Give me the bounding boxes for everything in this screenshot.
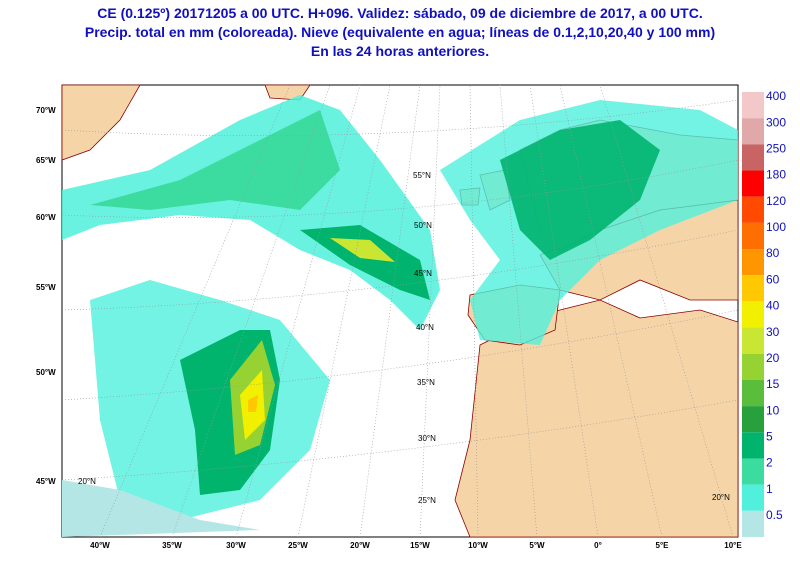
colorbar-label: 15: [766, 377, 780, 391]
colorbar-label: 120: [766, 194, 786, 208]
longitude-label: 10°W: [468, 541, 488, 550]
colorbar-swatch: [742, 222, 764, 250]
left-label: 65°W: [36, 156, 56, 165]
colorbar: 400 300 250 180 120 100 80 60 40 30 20 15 10 5 2 1 0.5: [742, 89, 786, 537]
longitude-label: 10°E: [724, 541, 742, 550]
precipitation: [62, 95, 738, 537]
title-line: Precip. total en mm (coloreada). Nieve (…: [84, 24, 716, 40]
colorbar-label: 30: [766, 325, 780, 339]
title-line: CE (0.125º) 20171205 a 00 UTC. H+096. Va…: [97, 5, 703, 21]
latitude-label: 45°N: [414, 269, 432, 278]
colorbar-label: 180: [766, 168, 786, 182]
longitude-label: 0°: [594, 541, 602, 550]
colorbar-swatch: [742, 406, 764, 433]
longitude-label: 15°W: [410, 541, 430, 550]
colorbar-swatch: [742, 196, 764, 223]
latitude-label: 40°N: [416, 323, 434, 332]
left-label: 45°W: [36, 477, 56, 486]
longitude-label: 25°W: [288, 541, 308, 550]
title-line: En las 24 horas anteriores.: [310, 43, 490, 59]
colorbar-swatch: [742, 379, 764, 407]
colorbar-swatch: [742, 484, 764, 511]
colorbar-label: 60: [766, 272, 780, 286]
colorbar-swatch: [742, 144, 764, 171]
colorbar-label: 20: [766, 351, 780, 365]
colorbar-swatch: [742, 118, 764, 145]
colorbar-swatch: [742, 275, 764, 302]
longitude-label: 35°W: [162, 541, 182, 550]
longitude-label: 20°W: [350, 541, 370, 550]
colorbar-swatch: [742, 249, 764, 276]
latitude-label: 35°N: [417, 378, 435, 387]
colorbar-label: 0.5: [766, 508, 783, 522]
colorbar-label: 400: [766, 89, 786, 103]
colorbar-label: 80: [766, 246, 780, 260]
colorbar-label: 2: [766, 456, 773, 470]
left-label: 55°W: [36, 283, 56, 292]
longitude-label: 30°W: [226, 541, 246, 550]
latitude-label: 20°N: [78, 477, 96, 486]
latitude-label: 50°N: [414, 221, 432, 230]
left-label: 70°W: [36, 106, 56, 115]
graticule: [61, 84, 739, 538]
latitude-label: 20°N: [712, 493, 730, 502]
title: CE (0.125º) 20171205 a 00 UTC. H+096. Va…: [0, 4, 800, 61]
colorbar-label: 5: [766, 429, 773, 443]
colorbar-swatch: [742, 327, 764, 354]
colorbar-swatch: [742, 510, 764, 537]
colorbar-label: 1: [766, 482, 773, 496]
latitude-label: 55°N: [413, 171, 431, 180]
longitude-label: 40°W: [90, 541, 110, 550]
longitude-label: 5°E: [656, 541, 670, 550]
colorbar-swatch: [742, 458, 764, 485]
colorbar-swatch: [742, 353, 764, 380]
colorbar-swatch: [742, 432, 764, 459]
axis-labels: 40°W 35°W 30°W 25°W 20°W 15°W 10°W 5°W 0° 5°E 10°E…: [36, 106, 742, 550]
colorbar-swatch: [742, 92, 764, 119]
longitude-label: 5°W: [529, 541, 545, 550]
colorbar-swatch: [742, 301, 764, 328]
colorbar-label: 40: [766, 299, 780, 313]
colorbar-label: 100: [766, 220, 786, 234]
left-label: 60°W: [36, 213, 56, 222]
colorbar-label: 250: [766, 142, 786, 156]
colorbar-swatch: [742, 170, 764, 197]
latitude-label: 30°N: [418, 434, 436, 443]
latitude-label: 25°N: [418, 496, 436, 505]
colorbar-label: 10: [766, 403, 780, 417]
left-label: 50°W: [36, 368, 56, 377]
colorbar-label: 300: [766, 115, 786, 129]
